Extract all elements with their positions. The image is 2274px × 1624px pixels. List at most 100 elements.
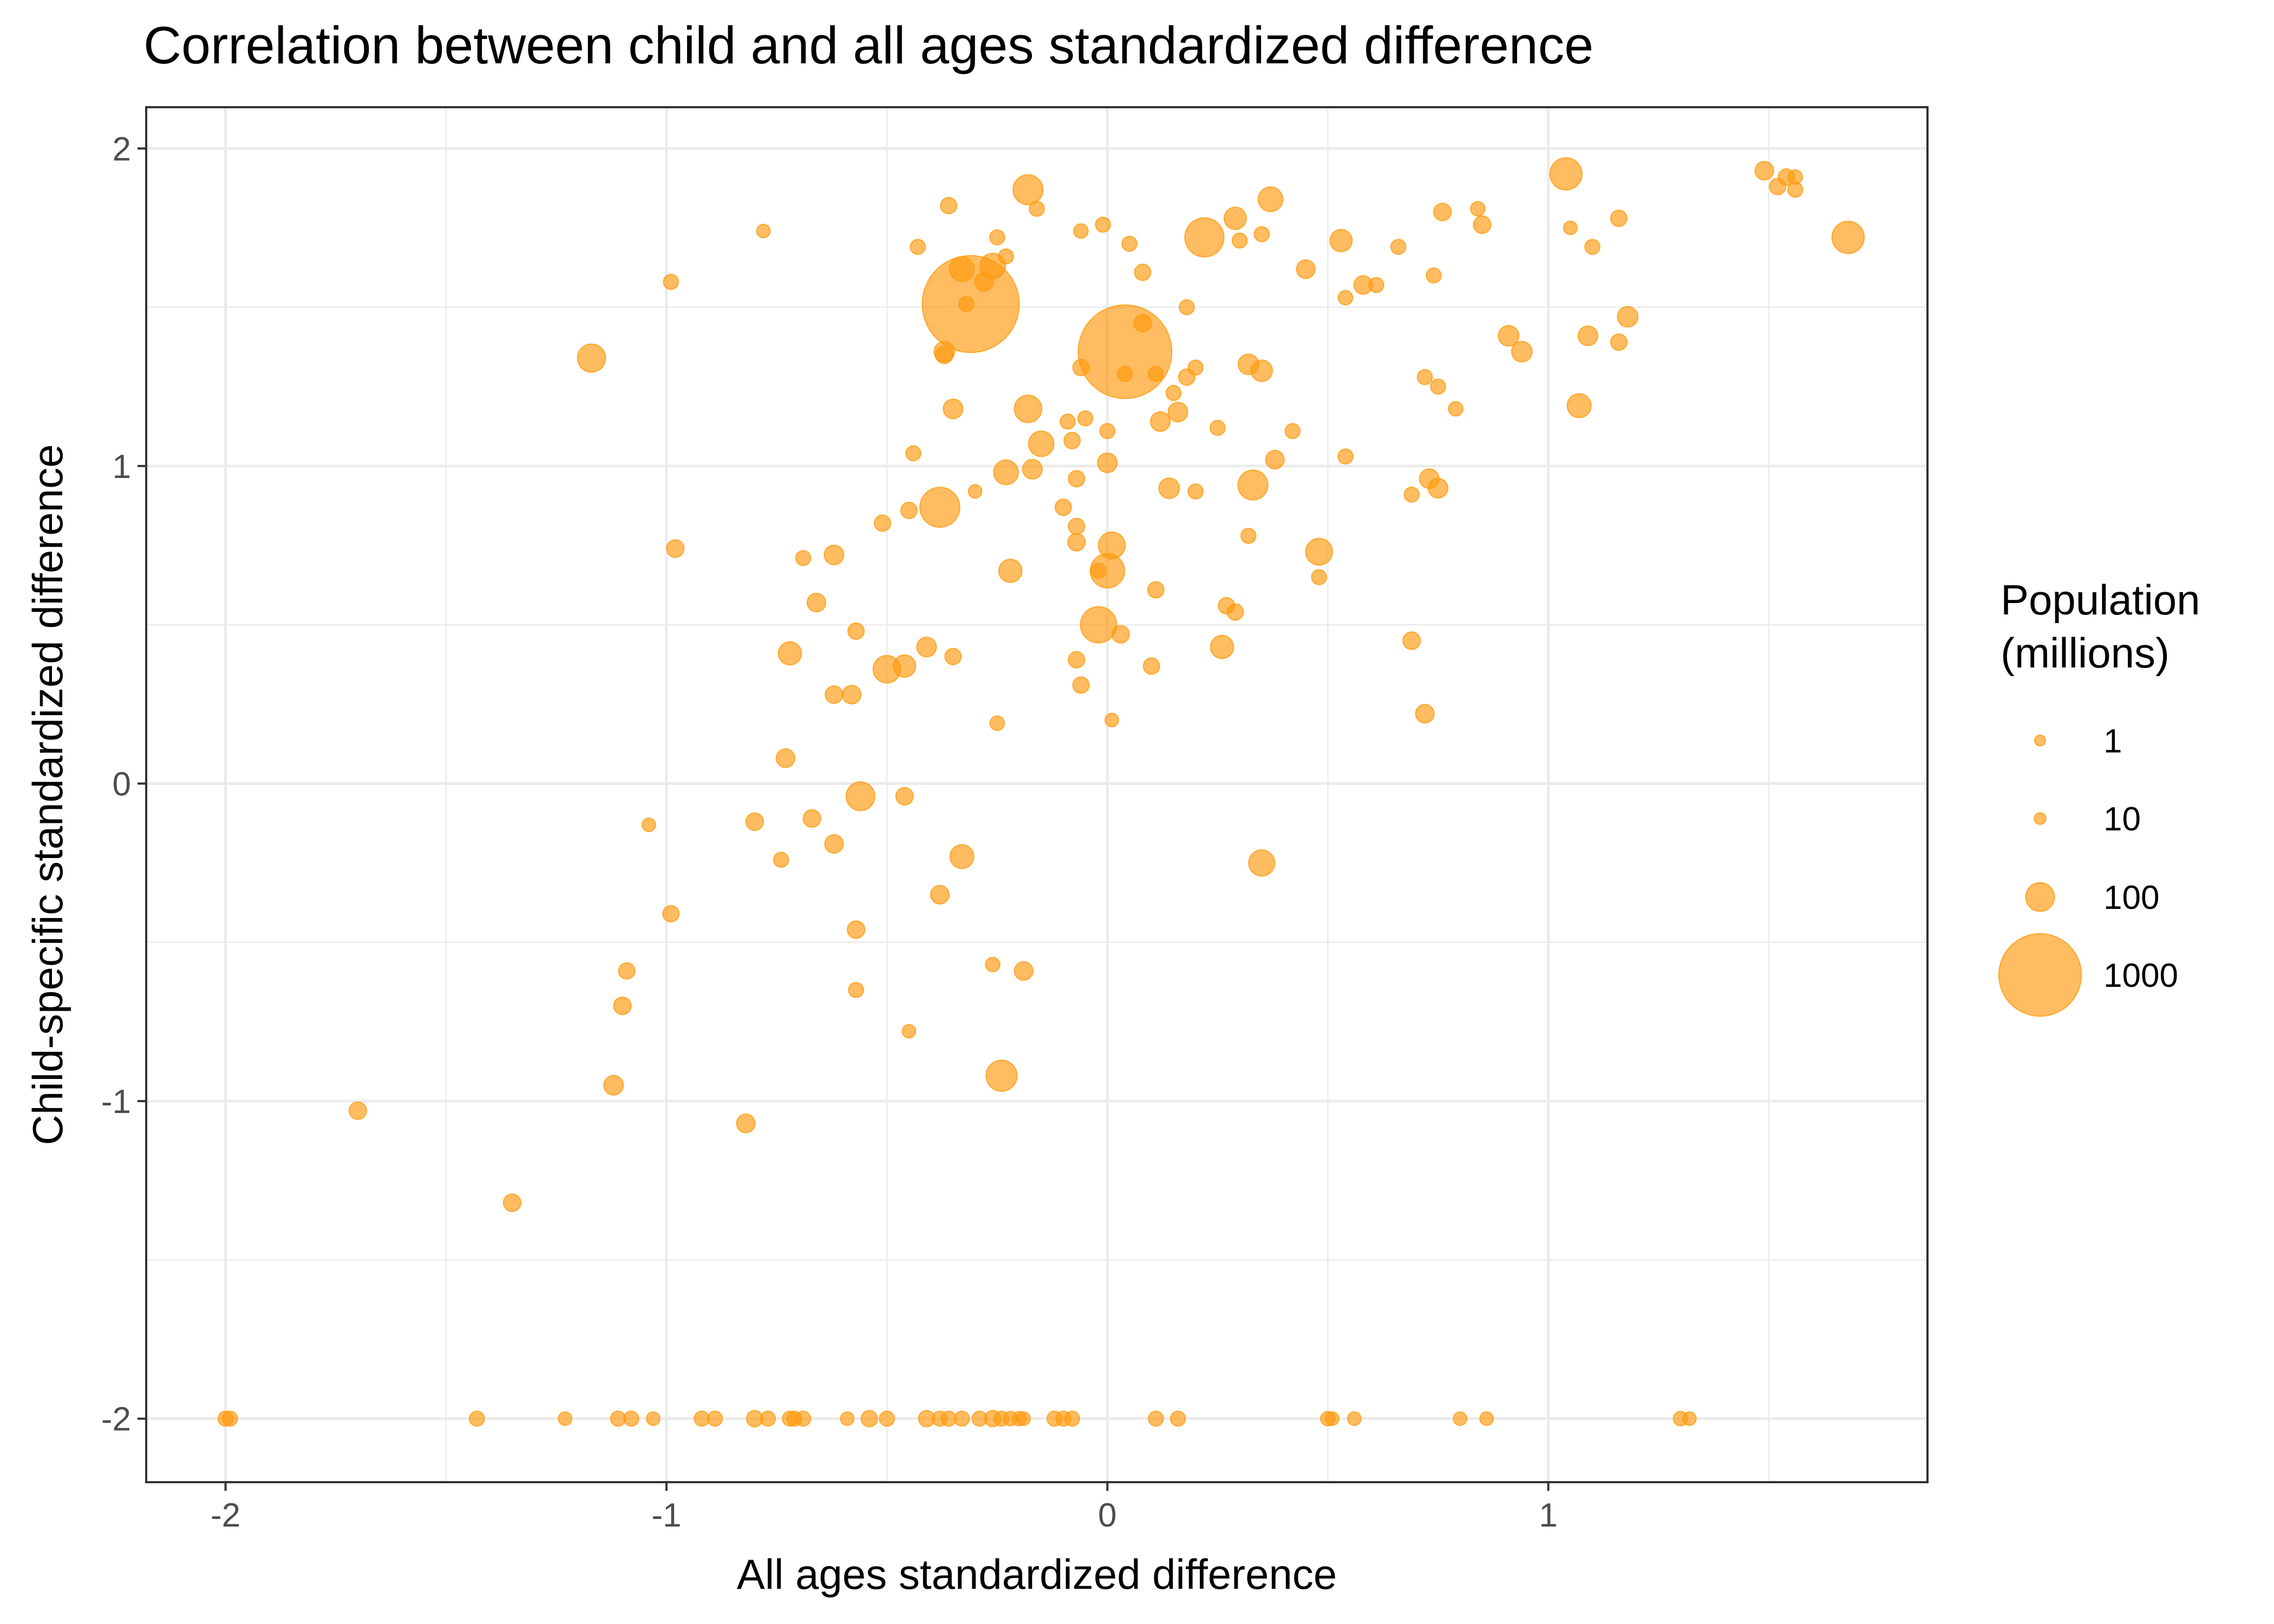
y-tick-label: -2	[101, 1401, 131, 1438]
data-point	[893, 654, 917, 678]
data-point	[795, 1410, 812, 1427]
data-point	[773, 852, 789, 868]
data-point	[1754, 161, 1774, 181]
data-point	[1134, 264, 1152, 281]
data-point	[1147, 581, 1165, 599]
data-point	[1012, 174, 1044, 206]
data-point	[1054, 499, 1072, 516]
data-point	[1029, 200, 1045, 217]
data-point	[895, 787, 914, 806]
data-point	[1097, 531, 1126, 560]
data-point	[1148, 1410, 1164, 1427]
data-point	[1682, 1411, 1697, 1426]
data-point	[1610, 333, 1628, 351]
data-point	[603, 1075, 624, 1096]
data-point	[971, 1410, 988, 1427]
data-point	[1311, 569, 1327, 585]
y-tick-label: 0	[113, 765, 131, 803]
legend-key-circle	[2034, 812, 2047, 825]
data-point	[1223, 206, 1247, 230]
data-point	[1617, 306, 1639, 328]
data-point	[847, 622, 865, 640]
data-point	[1237, 353, 1259, 376]
data-point	[1403, 486, 1420, 503]
data-point	[1073, 223, 1089, 239]
data-point	[1787, 169, 1803, 185]
data-point	[1148, 365, 1164, 382]
plot-panel-background	[146, 107, 1927, 1482]
y-axis-title: Child-specific standardized difference	[24, 444, 71, 1145]
data-point	[806, 592, 826, 613]
data-point	[1105, 712, 1119, 728]
data-point	[1448, 401, 1463, 417]
data-point	[1610, 209, 1628, 227]
data-point	[841, 685, 862, 705]
data-point	[1237, 469, 1269, 501]
data-point	[1470, 201, 1486, 217]
data-point	[1416, 369, 1433, 385]
axis-ticks: -2 -1 0 1 2 1 0 -1 -2	[101, 130, 1558, 1534]
data-point	[1117, 365, 1133, 382]
data-point	[824, 545, 845, 566]
legend-key-circle	[2025, 882, 2055, 912]
data-point	[1498, 325, 1520, 347]
data-point	[1179, 299, 1195, 316]
data-point	[993, 459, 1019, 486]
legend-key-label: 100	[2103, 879, 2159, 916]
x-tick-label: -2	[211, 1497, 240, 1534]
data-point	[1068, 651, 1086, 669]
data-point	[1169, 1410, 1186, 1427]
data-point	[1831, 220, 1865, 254]
data-point	[825, 685, 844, 704]
data-point	[745, 812, 764, 831]
data-point	[824, 834, 844, 854]
data-point	[795, 550, 812, 566]
data-point	[1077, 304, 1173, 400]
data-point	[1329, 228, 1353, 252]
data-point	[1248, 849, 1276, 877]
data-point	[998, 248, 1014, 265]
data-point	[974, 272, 994, 292]
legend-title-line-1: Population	[2001, 576, 2200, 624]
data-point	[1426, 267, 1442, 284]
data-point	[930, 885, 950, 905]
data-point	[1577, 325, 1598, 346]
data-point	[943, 398, 964, 420]
legend-key-label: 1000	[2103, 957, 2178, 994]
data-point	[1210, 420, 1226, 436]
data-point	[1430, 378, 1446, 395]
data-point	[1253, 226, 1270, 243]
data-point	[662, 905, 680, 922]
data-point	[1511, 340, 1533, 363]
y-tick-label: -1	[101, 1083, 131, 1121]
data-point	[900, 501, 918, 519]
data-point	[968, 484, 983, 499]
chart-title: Correlation between child and all ages s…	[143, 16, 1593, 75]
data-point	[845, 781, 875, 811]
data-point	[1067, 533, 1086, 552]
data-point	[1563, 220, 1578, 235]
data-point	[1549, 157, 1583, 191]
data-point	[873, 514, 891, 532]
data-point	[1402, 631, 1421, 650]
data-point	[1072, 359, 1090, 377]
x-tick-label: -1	[651, 1497, 681, 1534]
data-point	[879, 1410, 895, 1427]
data-point	[1187, 359, 1204, 376]
data-point	[1077, 410, 1094, 427]
data-point	[1337, 448, 1354, 465]
data-point	[1028, 430, 1055, 457]
data-point	[949, 256, 975, 282]
data-point	[1095, 217, 1111, 233]
data-point	[989, 715, 1005, 731]
data-point	[1325, 1411, 1340, 1426]
data-point	[1257, 186, 1284, 212]
data-point	[1368, 277, 1384, 293]
data-point	[1090, 562, 1107, 579]
data-point	[1064, 1410, 1080, 1427]
data-point	[1296, 259, 1316, 279]
data-point	[760, 1410, 776, 1427]
data-point	[1226, 603, 1244, 621]
data-point	[1014, 394, 1043, 423]
data-point	[802, 809, 821, 828]
